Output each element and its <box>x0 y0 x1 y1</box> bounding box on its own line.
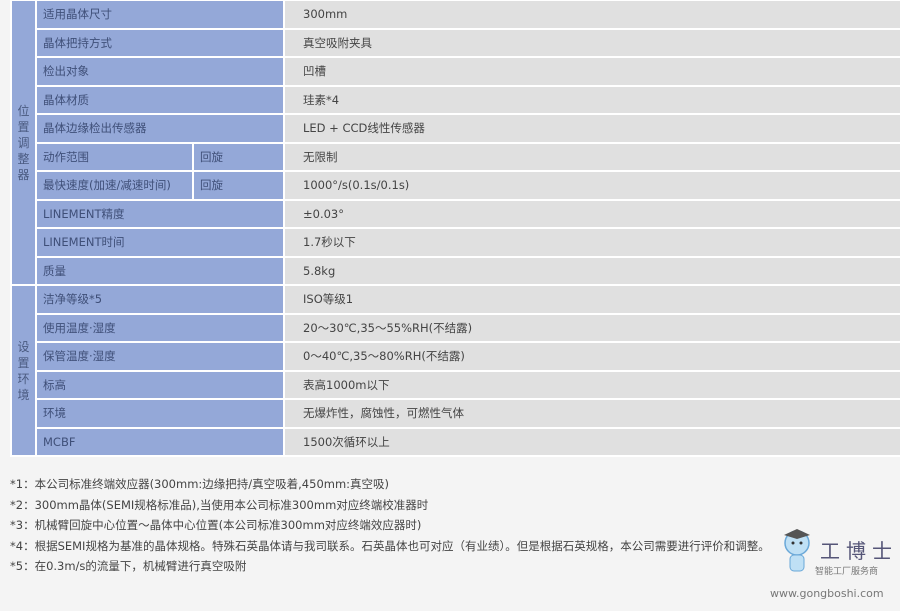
row-label: 晶体材质 <box>35 84 285 115</box>
table-row: 环境 无爆炸性，腐蚀性，可燃性气体 <box>11 398 900 429</box>
row-value: 1000°/s(0.1s/0.1s) <box>283 170 900 201</box>
row-label: 检出对象 <box>35 56 285 87</box>
row-value: ISO等级1 <box>283 284 900 315</box>
row-value: 无限制 <box>283 141 900 172</box>
row-label: MCBF <box>35 426 285 457</box>
table-row: 检出对象 凹槽 <box>11 56 900 87</box>
row-value: 5.8kg <box>283 255 900 286</box>
footnotes: *1：本公司标准终端效应器(300mm:边缘把持/真空吸着,450mm:真空吸)… <box>10 474 770 577</box>
table-row: LINEMENT时间 1.7秒以下 <box>11 227 900 258</box>
footnote-5: *5：在0.3m/s的流量下，机械臂进行真空吸附 <box>10 559 247 573</box>
row-label: 标高 <box>35 369 285 400</box>
table-row: 位置调整器 适用晶体尺寸 300mm <box>10 0 900 286</box>
row-label: 晶体边缘检出传感器 <box>35 113 285 144</box>
row-sublabel: 回旋 <box>192 141 285 172</box>
row-value: 20～30℃,35～55%RH(不结露) <box>283 312 900 343</box>
row-label: 使用温度·湿度 <box>35 312 285 343</box>
group-label: 位置调整器 <box>10 0 37 286</box>
footnote-4: *4：根据SEMI规格为基准的晶体规格。特殊石英晶体请与我司联系。石英晶体也可对… <box>10 538 770 553</box>
row-value: 珪素*4 <box>283 84 900 115</box>
watermark-tagline: 智能工厂服务商 <box>815 567 879 577</box>
row-value: 表高1000m以下 <box>283 369 900 400</box>
table-row: 质量 5.8kg <box>11 255 900 286</box>
footnote-3: *3：机械臂回旋中心位置～晶体中心位置(本公司标准300mm对应终端效应器时) <box>10 518 422 532</box>
table-row: 动作范围 回旋 无限制 <box>11 141 900 172</box>
table-row: MCBF 1500次循环以上 <box>11 426 900 457</box>
row-label: LINEMENT时间 <box>35 227 285 258</box>
table-row: 最快速度(加速/减速时间) 回旋 1000°/s(0.1s/0.1s) <box>11 170 900 201</box>
table-row: 保管温度·湿度 0～40℃,35～80%RH(不结露) <box>11 341 900 372</box>
table-row: 标高 表高1000m以下 <box>11 369 900 400</box>
footnote-1: *1：本公司标准终端效应器(300mm:边缘把持/真空吸着,450mm:真空吸) <box>10 477 390 491</box>
footnote-2: *2：300mm晶体(SEMI规格标准品),当使用本公司标准300mm对应终端校… <box>10 497 429 512</box>
group-label: 设置环境 <box>10 284 37 457</box>
row-label: 环境 <box>35 398 285 429</box>
row-label: 最快速度(加速/减速时间) <box>35 170 194 201</box>
row-value: 1.7秒以下 <box>283 227 900 258</box>
table-row: LINEMENT精度 ±0.03° <box>11 198 900 229</box>
row-value: 0～40℃,35～80%RH(不结露) <box>283 341 900 372</box>
watermark-logo: 工博士 智能工厂服务商 www.gongboshi.com <box>760 527 900 611</box>
row-label: 适用晶体尺寸 <box>35 0 285 30</box>
table-row: 晶体材质 珪素*4 <box>11 84 900 115</box>
row-value: LED + CCD线性传感器 <box>283 113 900 144</box>
table-row: 晶体把持方式 真空吸附夹具 <box>11 27 900 58</box>
row-value: 1500次循环以上 <box>283 426 900 457</box>
row-label: 质量 <box>35 255 285 286</box>
spec-table: 位置调整器 适用晶体尺寸 300mm 晶体把持方式 真空吸附夹具 检出对象 凹槽 晶体材质 珪素… <box>10 0 900 457</box>
row-value: 凹槽 <box>283 56 900 87</box>
group-label-text: 位置调整器 <box>17 103 30 182</box>
watermark-name: 工博士 <box>820 539 898 563</box>
row-value: 真空吸附夹具 <box>283 27 900 58</box>
row-value: 300mm <box>283 0 900 30</box>
watermark-url: www.gongboshi.com <box>770 587 884 600</box>
table-row: 晶体边缘检出传感器 LED + CCD线性传感器 <box>11 113 900 144</box>
row-sublabel: 回旋 <box>192 170 285 201</box>
row-label: 晶体把持方式 <box>35 27 285 58</box>
row-label: 洁净等级*5 <box>35 284 285 315</box>
row-label: 保管温度·湿度 <box>35 341 285 372</box>
group-label-text: 设置环境 <box>17 339 30 402</box>
row-label: LINEMENT精度 <box>35 198 285 229</box>
row-value: ±0.03° <box>283 198 900 229</box>
row-label: 动作范围 <box>35 141 194 172</box>
table-row: 使用温度·湿度 20～30℃,35～55%RH(不结露) <box>11 312 900 343</box>
table-row: 设置环境 洁净等级*5 ISO等级1 <box>10 284 900 457</box>
row-value: 无爆炸性，腐蚀性，可燃性气体 <box>283 398 900 429</box>
mascot-icon <box>784 529 810 572</box>
